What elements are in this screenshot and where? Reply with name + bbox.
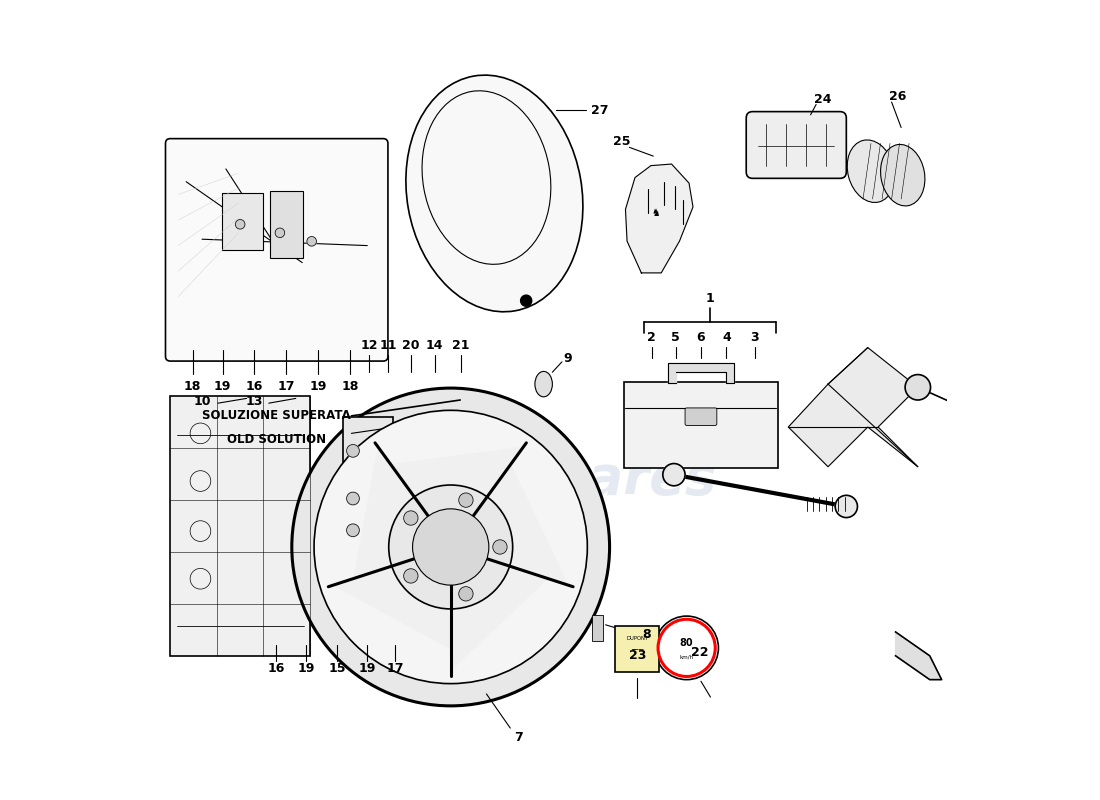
Text: 23: 23 <box>629 650 646 662</box>
Ellipse shape <box>535 371 552 397</box>
Text: 17: 17 <box>386 662 404 675</box>
Text: 16: 16 <box>245 380 263 393</box>
Text: 17: 17 <box>277 380 295 393</box>
Bar <box>343 418 393 565</box>
Text: 13: 13 <box>245 395 263 408</box>
Circle shape <box>663 463 685 486</box>
Text: 24: 24 <box>814 93 832 106</box>
Circle shape <box>315 410 587 684</box>
Text: 7: 7 <box>514 731 522 744</box>
Text: 5: 5 <box>671 330 680 344</box>
Text: 27: 27 <box>592 103 608 117</box>
Bar <box>386 434 420 549</box>
Circle shape <box>459 586 473 601</box>
FancyBboxPatch shape <box>746 112 846 178</box>
Circle shape <box>235 219 245 229</box>
Circle shape <box>307 237 317 246</box>
Text: 26: 26 <box>889 90 906 103</box>
Text: 3: 3 <box>750 330 759 344</box>
Text: 18: 18 <box>184 380 201 393</box>
Circle shape <box>654 616 718 680</box>
Text: 11: 11 <box>379 338 397 352</box>
Text: 6: 6 <box>696 330 705 344</box>
Text: eurospares: eurospares <box>383 454 717 506</box>
FancyBboxPatch shape <box>624 382 778 468</box>
Bar <box>170 396 310 656</box>
Text: 19: 19 <box>309 380 327 393</box>
Circle shape <box>658 619 715 677</box>
Polygon shape <box>474 465 568 585</box>
Text: 22: 22 <box>691 646 708 659</box>
Polygon shape <box>668 363 735 383</box>
Bar <box>592 615 603 641</box>
Text: 12: 12 <box>360 338 377 352</box>
Text: 2: 2 <box>647 330 656 344</box>
Text: ━━━━━: ━━━━━ <box>631 648 644 652</box>
Text: 19: 19 <box>297 662 315 675</box>
Polygon shape <box>354 447 427 578</box>
Circle shape <box>520 295 531 306</box>
Ellipse shape <box>847 140 894 202</box>
Ellipse shape <box>406 75 583 312</box>
Text: 15: 15 <box>328 662 345 675</box>
Circle shape <box>459 493 473 507</box>
Text: 25: 25 <box>613 134 630 147</box>
Circle shape <box>835 495 858 518</box>
Polygon shape <box>626 164 693 273</box>
Text: 19: 19 <box>359 662 376 675</box>
Text: 20: 20 <box>403 338 420 352</box>
Text: 8: 8 <box>642 628 651 641</box>
Circle shape <box>346 524 360 537</box>
Circle shape <box>905 374 931 400</box>
Text: ♞: ♞ <box>651 208 660 218</box>
Text: km/h: km/h <box>680 655 694 660</box>
Polygon shape <box>451 559 548 670</box>
Circle shape <box>412 509 488 585</box>
Text: OLD SOLUTION: OLD SOLUTION <box>227 434 327 446</box>
Text: DUPONT: DUPONT <box>626 636 649 641</box>
Circle shape <box>346 492 360 505</box>
Text: 21: 21 <box>452 338 470 352</box>
Text: 18: 18 <box>341 380 359 393</box>
Text: 14: 14 <box>426 338 443 352</box>
Text: 19: 19 <box>214 380 231 393</box>
Text: 80: 80 <box>680 638 693 648</box>
FancyBboxPatch shape <box>165 138 388 361</box>
Circle shape <box>275 228 285 238</box>
Circle shape <box>965 405 986 426</box>
Bar <box>222 193 263 250</box>
Circle shape <box>346 445 360 457</box>
Text: 9: 9 <box>563 352 572 365</box>
Circle shape <box>292 388 609 706</box>
Circle shape <box>404 511 418 525</box>
Bar <box>270 191 302 258</box>
Text: SOLUZIONE SUPERATA: SOLUZIONE SUPERATA <box>202 410 351 422</box>
Polygon shape <box>333 559 451 649</box>
Text: 10: 10 <box>194 395 211 408</box>
Ellipse shape <box>881 145 925 206</box>
Circle shape <box>388 485 513 609</box>
Circle shape <box>493 540 507 554</box>
FancyBboxPatch shape <box>615 626 659 672</box>
Text: 1: 1 <box>706 292 715 305</box>
Polygon shape <box>789 347 917 466</box>
Polygon shape <box>895 632 942 680</box>
Text: 4: 4 <box>722 330 730 344</box>
Text: 16: 16 <box>267 662 285 675</box>
FancyBboxPatch shape <box>685 408 717 426</box>
Polygon shape <box>390 447 524 515</box>
Circle shape <box>404 569 418 583</box>
